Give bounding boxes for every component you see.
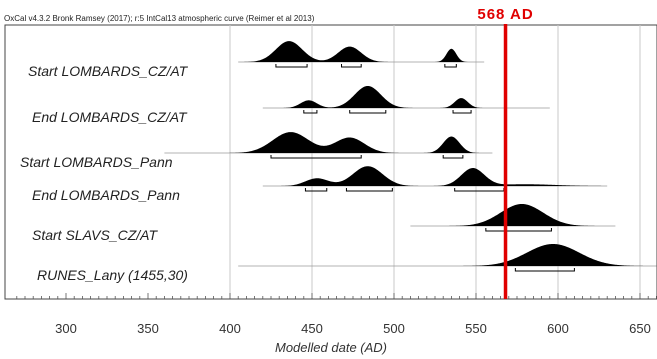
row-label: RUNES_Lany (1455,30): [37, 267, 188, 283]
posterior-distribution: [262, 166, 608, 186]
hpd-range-bracket: [303, 110, 318, 114]
x-axis-title: Modelled date (AD): [275, 340, 387, 355]
grid-lines: [229, 25, 641, 299]
tick-label-600: 600: [547, 321, 569, 336]
hpd-range-bracket: [444, 64, 457, 68]
row-label: Start LOMBARDS_CZ/AT: [28, 63, 189, 79]
tick-label-650: 650: [629, 321, 651, 336]
chart-header: OxCal v4.3.2 Bronk Ramsey (2017); r:5 In…: [4, 14, 315, 23]
row-3: Start LOMBARDS_Pann: [20, 132, 493, 170]
posterior-distribution: [238, 244, 657, 266]
hpd-range-bracket: [345, 188, 393, 192]
tick-label-500: 500: [383, 321, 405, 336]
row-label: Start LOMBARDS_Pann: [20, 154, 173, 170]
row-5: Start SLAVS_CZ/AT: [32, 204, 616, 243]
row-6: RUNES_Lany (1455,30): [37, 244, 657, 283]
posterior-distribution: [164, 132, 493, 153]
row-1: Start LOMBARDS_CZ/AT: [28, 41, 485, 79]
hpd-range-bracket: [341, 64, 362, 68]
x-axis: 300 350 400 450 500 550 600 650: [5, 293, 657, 336]
posterior-distribution: [238, 41, 485, 62]
tick-label-450: 450: [301, 321, 323, 336]
tick-label-300: 300: [55, 321, 77, 336]
hpd-range-bracket: [349, 110, 387, 114]
hpd-range-bracket: [452, 110, 472, 114]
distribution-rows: Start LOMBARDS_CZ/AT End LOMBARDS_CZ/AT St…: [20, 41, 657, 283]
hpd-range-bracket: [485, 228, 552, 232]
hpd-range-bracket: [270, 155, 362, 159]
tick-label-400: 400: [219, 321, 241, 336]
row-4: End LOMBARDS_Pann: [32, 166, 608, 203]
row-label: Start SLAVS_CZ/AT: [32, 227, 158, 243]
hpd-range-bracket: [442, 155, 464, 159]
marker-label: 568 AD: [477, 6, 533, 23]
tick-label-550: 550: [465, 321, 487, 336]
row-label: End LOMBARDS_Pann: [32, 187, 180, 203]
marker-group: 568 AD: [477, 6, 533, 299]
posterior-distribution: [410, 204, 616, 226]
hpd-range-bracket: [454, 188, 505, 192]
row-label: End LOMBARDS_CZ/AT: [32, 109, 188, 125]
hpd-range-bracket: [304, 188, 328, 192]
row-2: End LOMBARDS_CZ/AT: [32, 86, 550, 125]
hpd-range-bracket: [275, 64, 308, 68]
hpd-range-bracket: [514, 268, 575, 272]
tick-label-350: 350: [137, 321, 159, 336]
